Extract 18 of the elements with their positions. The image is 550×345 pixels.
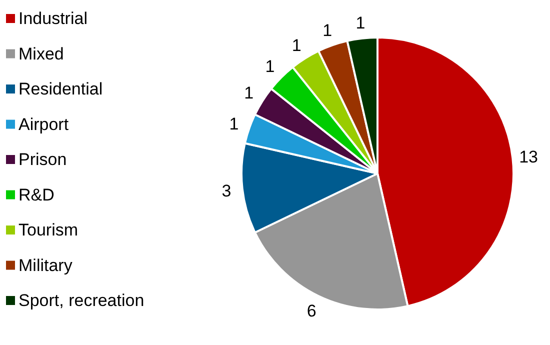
- legend-label: Military: [18, 256, 73, 275]
- data-label: 1: [322, 21, 332, 40]
- data-label: 1: [229, 114, 239, 134]
- legend-label: Mixed: [18, 44, 64, 64]
- legend-label: Airport: [18, 114, 69, 134]
- legend-label: Industrial: [18, 9, 88, 28]
- legend-label: Sport, recreation: [18, 291, 144, 310]
- data-label: 13: [519, 147, 538, 166]
- data-label: 1: [356, 13, 366, 32]
- legend-label: Tourism: [18, 220, 78, 240]
- data-label: 3: [222, 182, 232, 201]
- data-label: 1: [265, 57, 275, 76]
- data-label: 1: [292, 36, 302, 55]
- data-label: 1: [244, 84, 254, 103]
- legend-label: Prison: [18, 150, 67, 169]
- data-label: 6: [306, 301, 316, 320]
- legend-label: Residential: [18, 80, 103, 98]
- legend-label: R&D: [18, 185, 54, 204]
